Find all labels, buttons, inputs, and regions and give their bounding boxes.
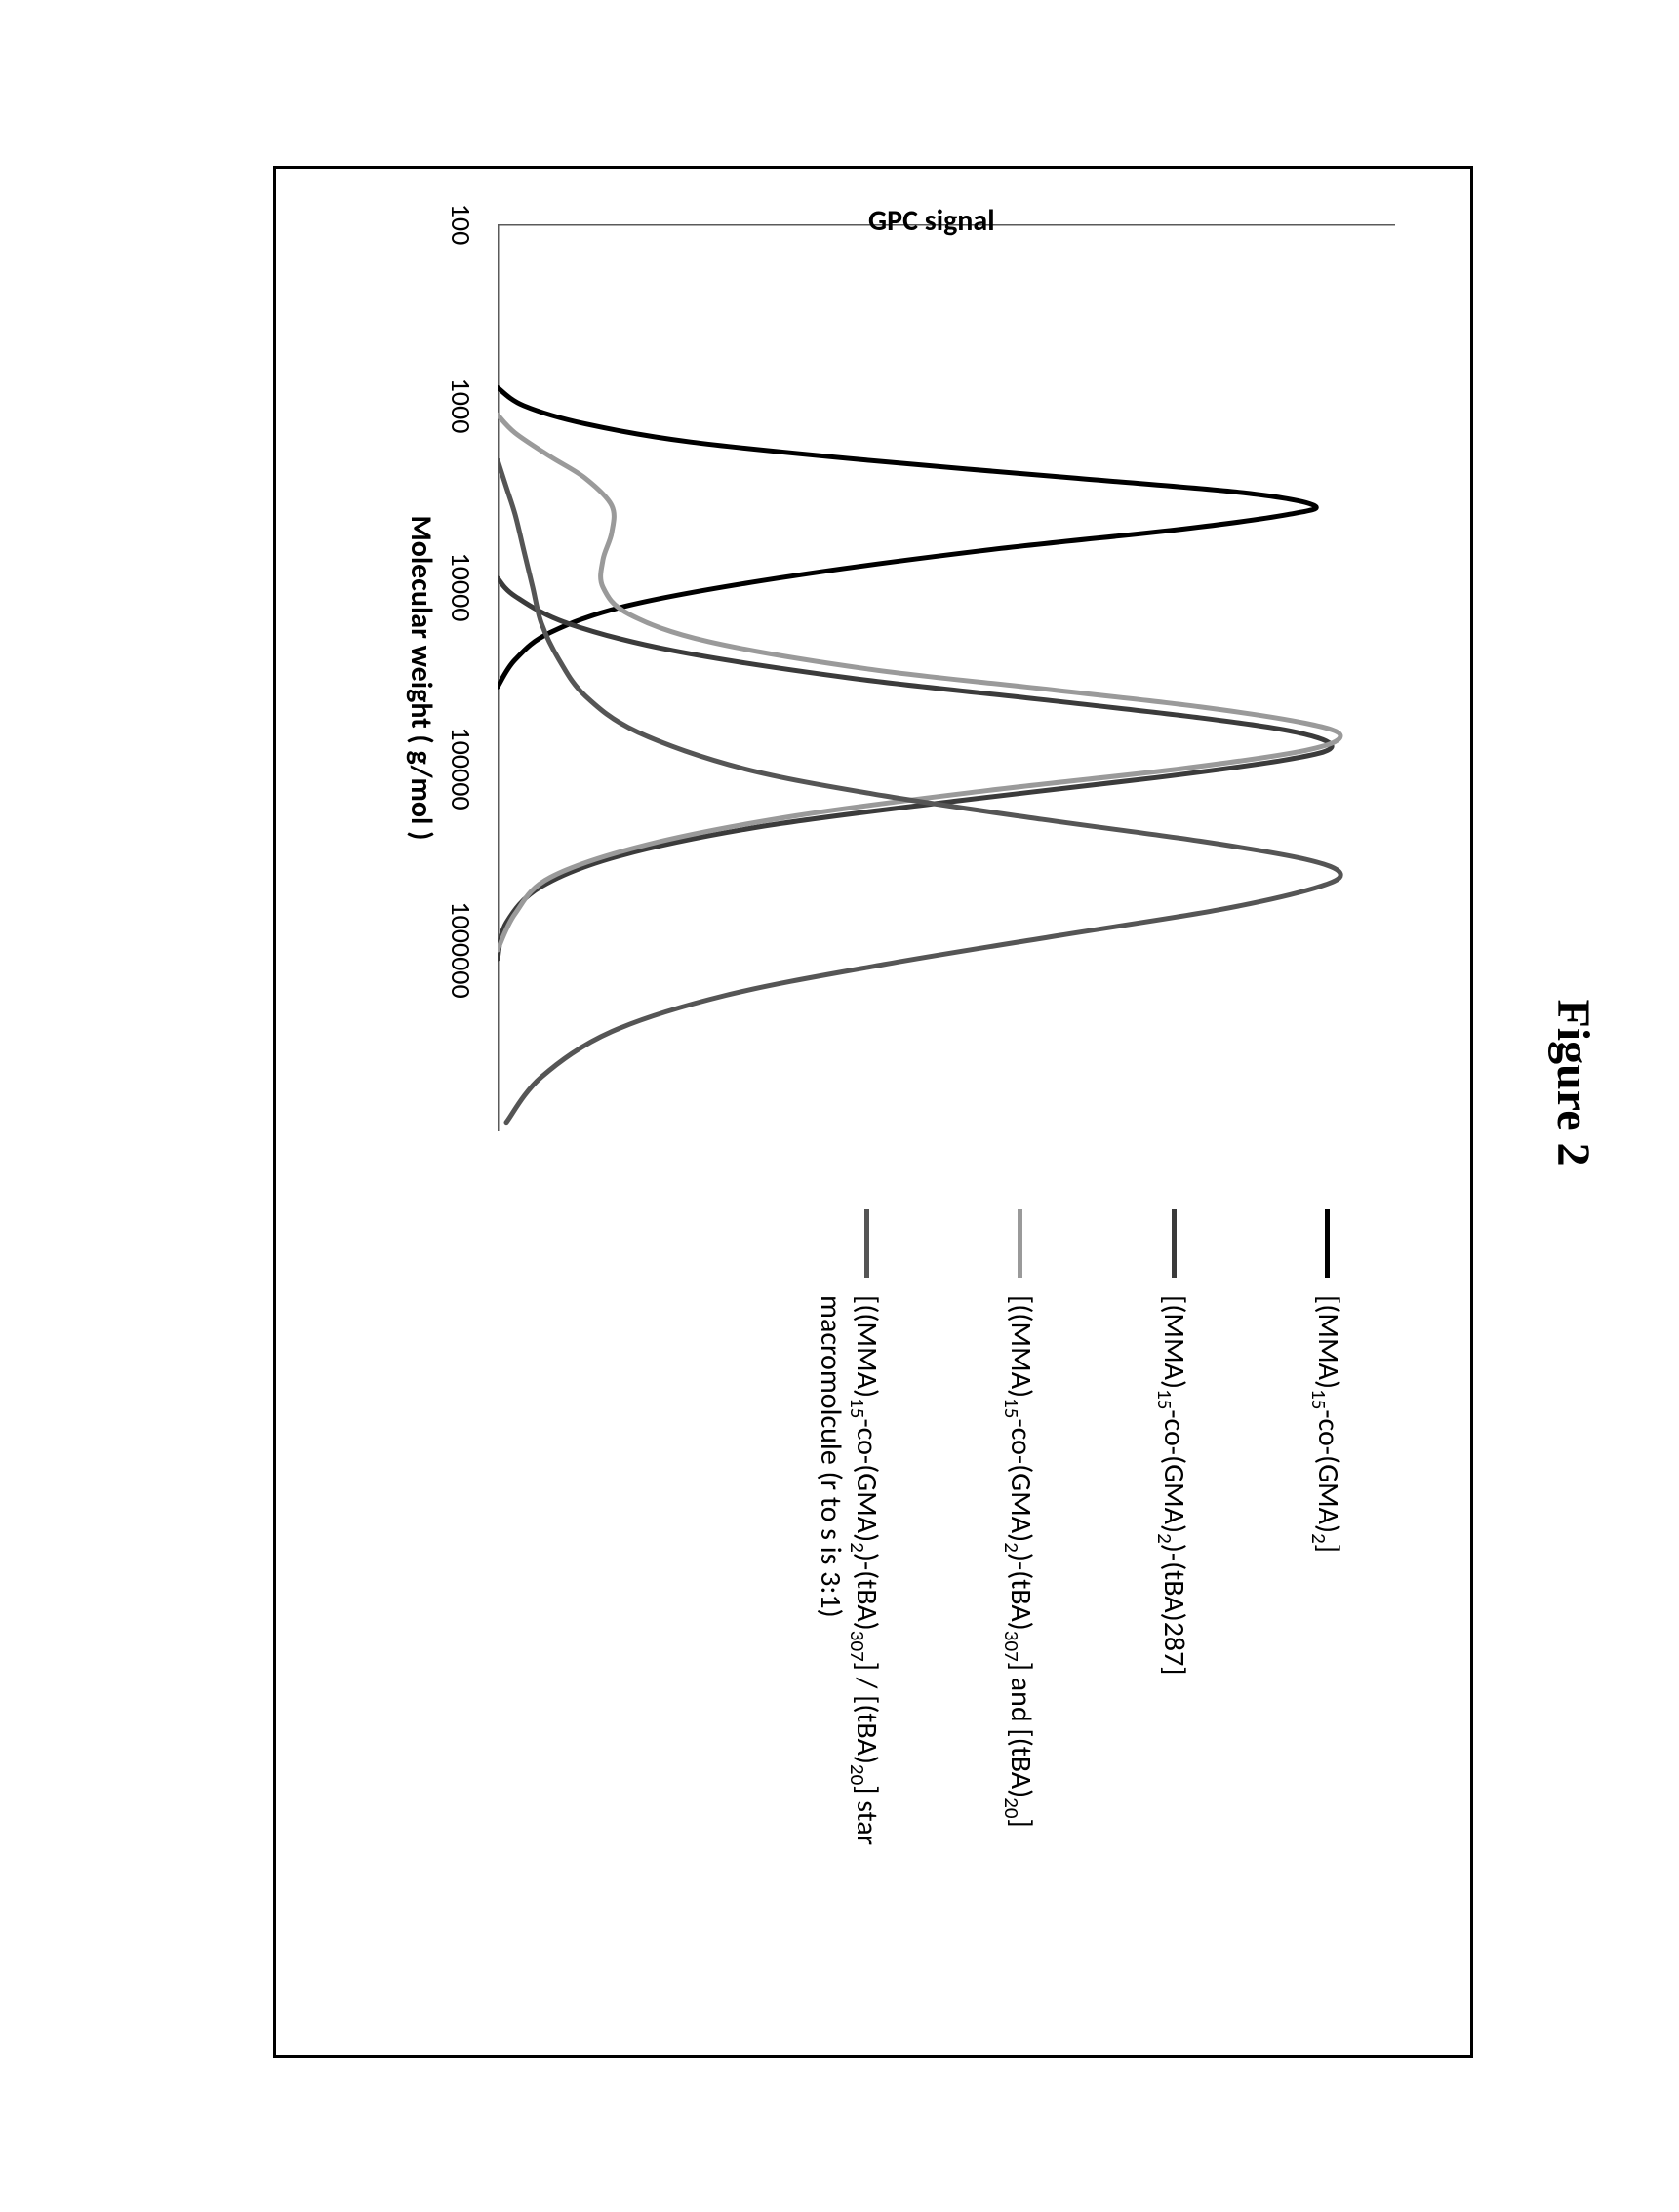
legend-item: [(MMA)15-co-(GMA)2] bbox=[1310, 1209, 1347, 2009]
chart-panel: GPC signal Molecular weight ( g/mol ) [(… bbox=[273, 166, 1473, 2058]
x-tick-label: 10000 bbox=[444, 553, 478, 622]
legend-swatch bbox=[864, 1209, 869, 1278]
legend-label: [((MMA)15-co-(GMA)2)-(tBA)307] / [(tBA)2… bbox=[813, 1295, 886, 2009]
legend-item: [(MMA)15-co-(GMA)2)-(tBA)287] bbox=[1156, 1209, 1193, 2009]
figure-caption: Figure 2 bbox=[1546, 999, 1600, 1165]
x-tick-label: 100 bbox=[444, 204, 478, 246]
legend-swatch bbox=[1172, 1209, 1177, 1278]
x-tick-label: 1000 bbox=[444, 378, 478, 434]
series-s3 bbox=[498, 415, 1340, 950]
series-s1 bbox=[498, 387, 1316, 687]
legend-item: [((MMA)15-co-(GMA)2)-(tBA)307] and [(tBA… bbox=[1003, 1209, 1040, 2009]
y-axis-title: GPC signal bbox=[868, 203, 995, 239]
x-tick-label: 100000 bbox=[444, 727, 478, 810]
legend-label: [(MMA)15-co-(GMA)2] bbox=[1310, 1295, 1347, 1553]
series-s2 bbox=[498, 578, 1332, 960]
legend-swatch bbox=[1326, 1209, 1331, 1278]
plot-area bbox=[498, 224, 1395, 1131]
legend: [(MMA)15-co-(GMA)2] [(MMA)15-co-(GMA)2)-(… bbox=[696, 1209, 1347, 2009]
legend-swatch bbox=[1019, 1209, 1023, 1278]
legend-label: [((MMA)15-co-(GMA)2)-(tBA)307] and [(tBA… bbox=[1003, 1295, 1040, 1828]
plot-svg bbox=[498, 224, 1395, 1131]
page: GPC signal Molecular weight ( g/mol ) [(… bbox=[0, 0, 1679, 2212]
legend-item: [((MMA)15-co-(GMA)2)-(tBA)307] / [(tBA)2… bbox=[813, 1209, 886, 2009]
x-tick-label: 1000000 bbox=[444, 901, 478, 998]
x-axis-title: Molecular weight ( g/mol ) bbox=[403, 515, 439, 840]
legend-label: [(MMA)15-co-(GMA)2)-(tBA)287] bbox=[1156, 1295, 1193, 1676]
rotated-figure-wrapper: GPC signal Molecular weight ( g/mol ) [(… bbox=[273, 166, 1473, 2058]
